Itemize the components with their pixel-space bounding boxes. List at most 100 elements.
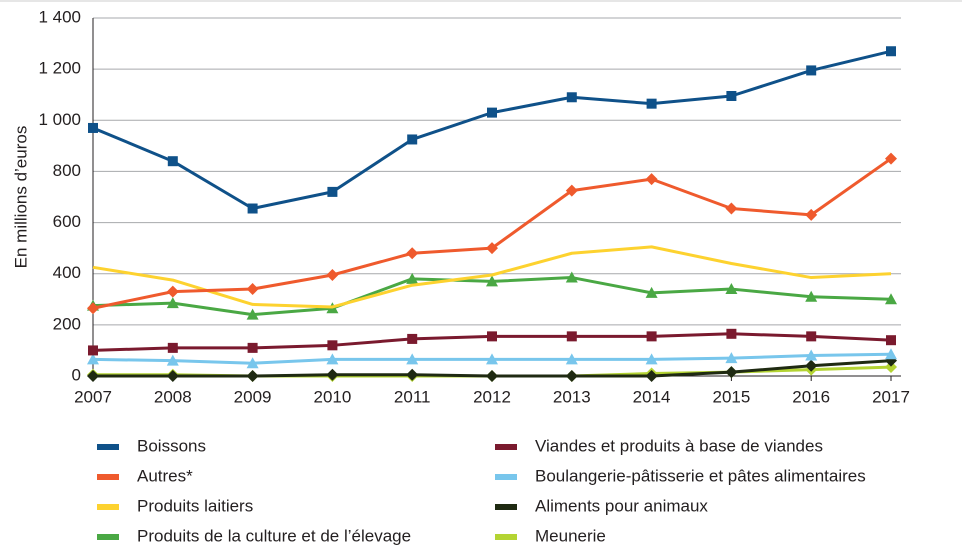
legend-label: Produits de la culture et de l’élevage: [137, 526, 411, 545]
point: [407, 333, 418, 344]
point: [406, 247, 419, 260]
point: [327, 340, 338, 351]
point: [805, 290, 818, 302]
point: [88, 122, 98, 133]
point: [565, 184, 578, 197]
point: [246, 370, 259, 382]
x-tick-label: 2012: [473, 387, 511, 406]
legend-swatch: [97, 474, 119, 480]
point: [726, 90, 737, 101]
point: [566, 92, 577, 103]
legend-swatch: [495, 474, 517, 480]
legend-swatch: [495, 504, 517, 510]
point: [166, 285, 179, 298]
y-tick-label: 600: [53, 212, 81, 231]
point: [167, 156, 178, 167]
point: [486, 370, 498, 382]
legend-label: Autres*: [137, 466, 193, 485]
point: [725, 202, 738, 215]
point: [247, 342, 258, 353]
legend-swatch: [495, 534, 517, 540]
legend-label: Meunerie: [535, 526, 606, 545]
point: [885, 361, 897, 374]
point: [886, 46, 896, 57]
x-tick-label: 2009: [234, 387, 272, 406]
point: [166, 297, 179, 309]
point: [406, 272, 419, 284]
legend-swatch: [97, 444, 119, 450]
y-tick-label: 800: [53, 161, 81, 180]
legend-label: Viandes et produits à base de viandes: [535, 436, 823, 455]
legend-label: Produits laitiers: [137, 496, 253, 515]
point: [326, 353, 339, 365]
y-tick-label: 400: [53, 263, 81, 282]
x-tick-label: 2013: [553, 387, 591, 406]
x-tick-label: 2011: [394, 387, 431, 406]
point: [486, 242, 498, 255]
point: [645, 173, 658, 186]
legend-swatch: [97, 504, 119, 510]
point: [326, 268, 339, 281]
point: [806, 331, 817, 342]
point: [805, 359, 818, 372]
point: [406, 368, 419, 381]
y-tick-label: 0: [72, 365, 81, 384]
point: [566, 331, 577, 342]
point: [565, 271, 578, 283]
x-tick-label: 2010: [313, 387, 351, 406]
point: [725, 366, 738, 379]
point: [87, 370, 99, 382]
series-line: [92, 245, 892, 309]
point: [87, 353, 99, 365]
point: [246, 308, 259, 320]
point: [407, 134, 418, 145]
x-tick-label: 2015: [712, 387, 750, 406]
y-tick-label: 200: [53, 314, 81, 333]
legend-swatch: [97, 534, 119, 540]
point: [88, 345, 98, 356]
point: [166, 354, 179, 366]
y-tick-label: 1 000: [38, 110, 81, 129]
point: [886, 335, 896, 346]
point: [805, 208, 818, 221]
point: [645, 286, 658, 298]
point: [486, 275, 498, 287]
point: [486, 353, 498, 365]
point: [166, 370, 179, 382]
point: [487, 331, 497, 342]
legend-label: Boissons: [137, 436, 206, 455]
point: [246, 357, 259, 369]
x-tick-label: 2017: [872, 387, 910, 406]
point: [247, 203, 258, 214]
point: [806, 65, 817, 76]
x-tick-label: 2008: [154, 387, 192, 406]
y-tick-label: 1 200: [38, 59, 81, 78]
legend-label: Aliments pour animaux: [535, 496, 708, 515]
series-line: [92, 49, 892, 211]
x-tick-label: 2014: [633, 387, 671, 406]
point: [885, 152, 897, 165]
point: [246, 283, 259, 296]
legend-swatch: [495, 444, 517, 450]
point: [406, 353, 419, 365]
x-tick-label: 2007: [74, 387, 112, 406]
point: [646, 98, 657, 109]
point: [805, 349, 818, 361]
point: [565, 353, 578, 365]
point: [326, 368, 339, 381]
point: [725, 283, 738, 295]
x-tick-label: 2016: [792, 387, 830, 406]
point: [327, 186, 338, 197]
legend-label: Boulangerie-pâtisserie et pâtes alimenta…: [535, 466, 866, 485]
point: [726, 328, 737, 339]
y-tick-label: 1 400: [38, 7, 81, 26]
point: [487, 107, 497, 118]
point: [885, 293, 897, 305]
point: [885, 348, 897, 360]
point: [87, 302, 99, 315]
point: [645, 353, 658, 365]
y-axis-label: En millions d’euros: [11, 126, 30, 269]
point: [725, 352, 738, 364]
